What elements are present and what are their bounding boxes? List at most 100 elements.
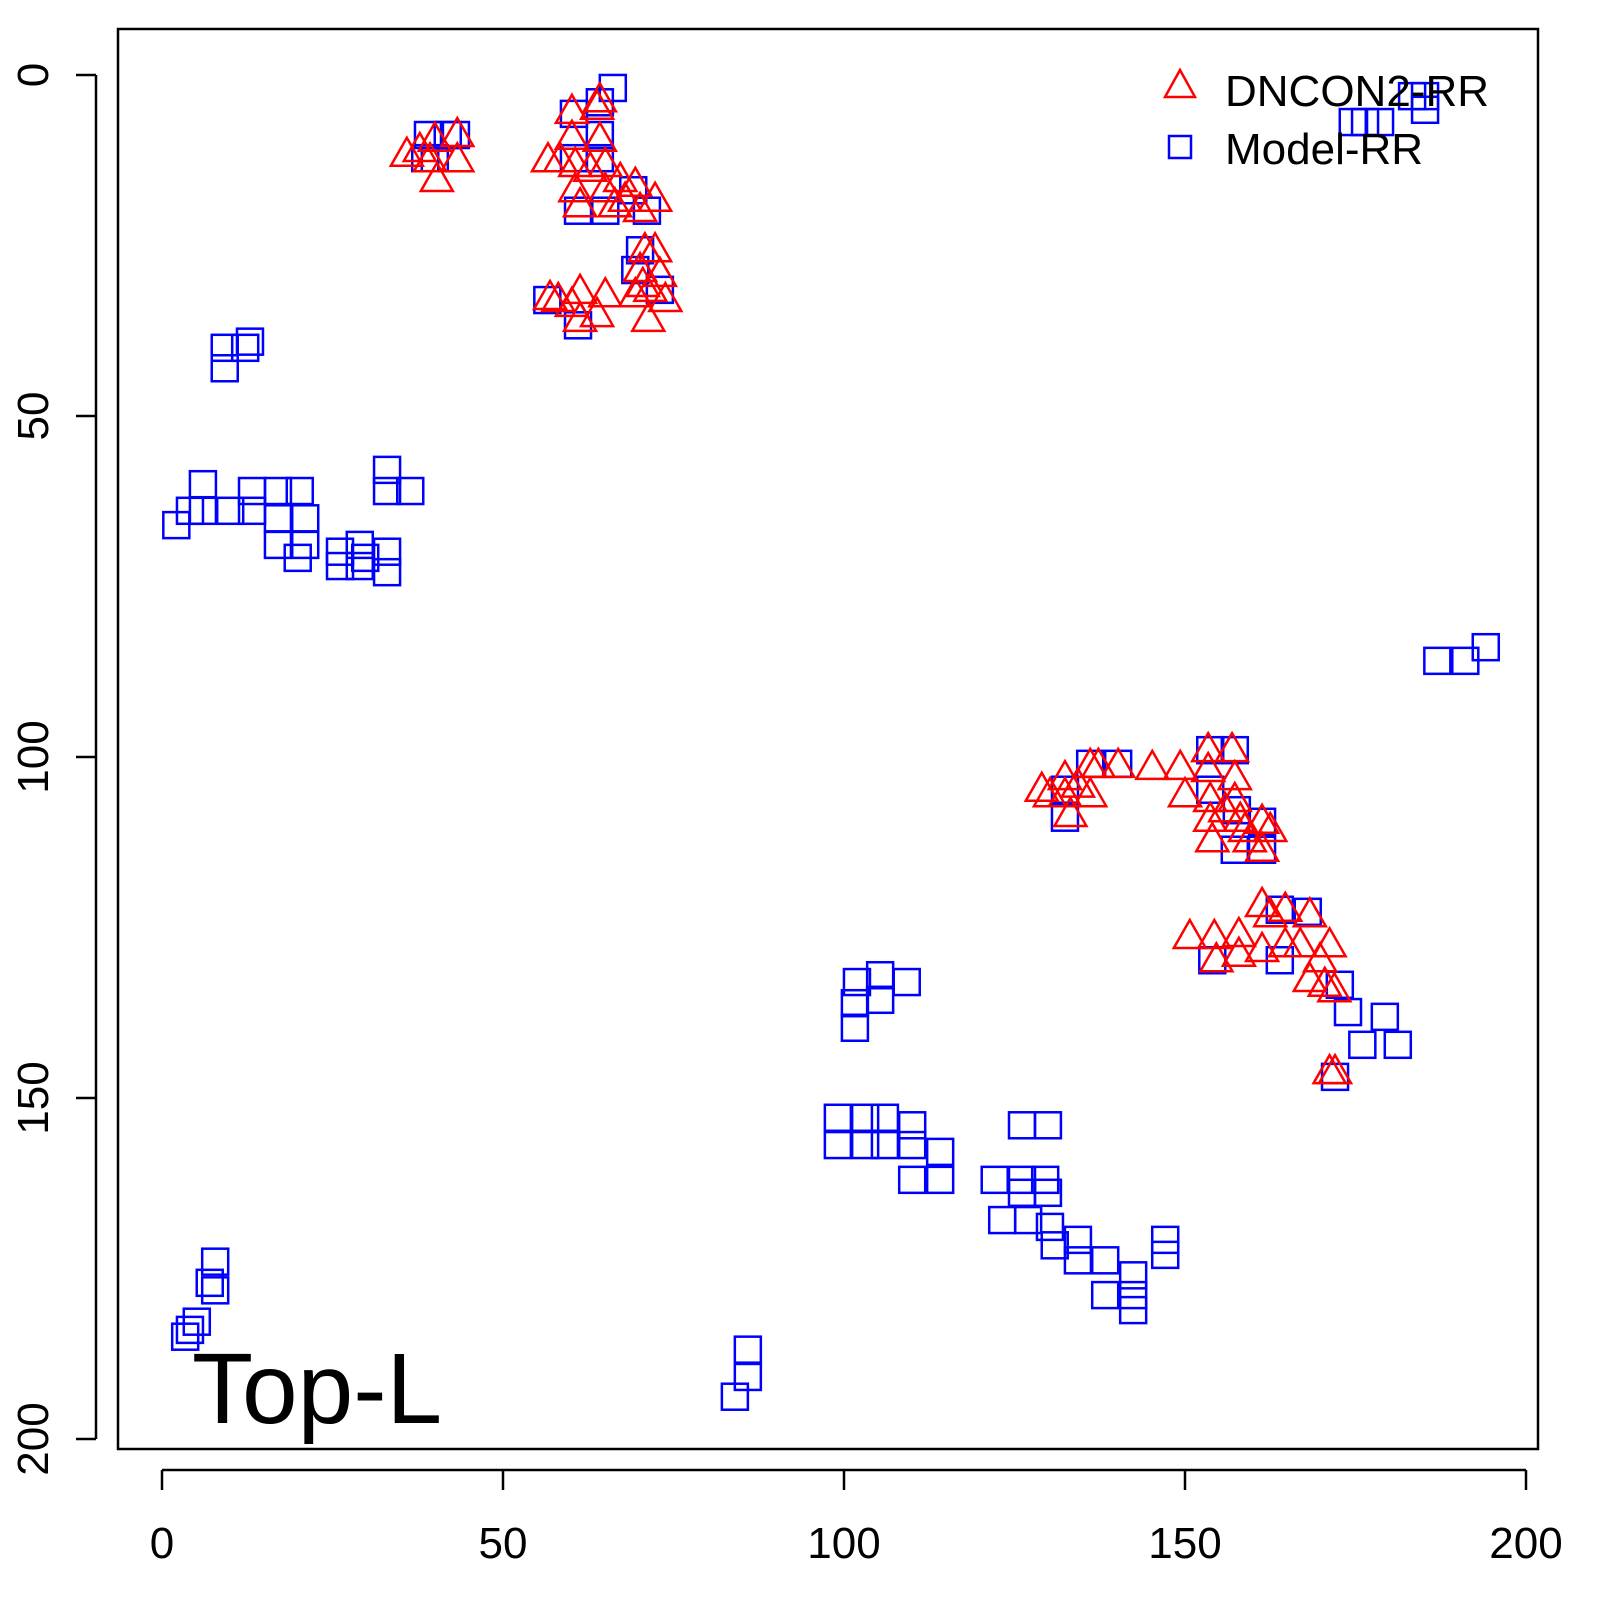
dncon2-rr-point: [1220, 935, 1258, 968]
dncon2-rr-point: [587, 170, 624, 203]
model-rr-point: [897, 1130, 927, 1160]
dncon2-rr-point: [587, 145, 624, 178]
model-rr-point: [842, 967, 872, 997]
dncon2-rr-point: [606, 180, 644, 213]
dncon2-rr-point: [1171, 917, 1208, 950]
model-rr-point: [1320, 1062, 1350, 1092]
model-rr-point: [865, 985, 895, 1015]
model-rr-point: [1063, 1246, 1093, 1275]
dncon2-rr-point: [624, 265, 661, 298]
model-rr-point: [840, 1013, 870, 1043]
dncon2-rr-point: [561, 272, 599, 305]
model-rr-point: [987, 1205, 1017, 1235]
model-rr-point: [200, 1276, 230, 1305]
model-rr-point: [1035, 1212, 1065, 1242]
dncon2-rr-point: [617, 165, 654, 198]
model-rr-point: [563, 196, 593, 225]
dncon2-rr-point: [1252, 810, 1289, 843]
dncon2-rr-point: [1311, 925, 1348, 958]
model-rr-point: [892, 967, 921, 997]
dncon2-rr-point: [1291, 960, 1328, 993]
dncon2-rr-point: [388, 135, 425, 168]
model-rr-point: [925, 1165, 955, 1195]
axes: 0 50 100 150 200 0 50 100 150 200: [9, 63, 1563, 1568]
model-rr-point: [897, 1165, 927, 1195]
model-rr-point: [215, 496, 245, 526]
legend: DNCON2-RR Model-RR: [1162, 67, 1489, 174]
dncon2-rr-point: [439, 115, 476, 148]
dncon2-rr-point: [411, 140, 449, 173]
model-rr-point: [350, 543, 380, 573]
dncon2-rr-point: [1252, 895, 1289, 928]
annotation-top-l: Top-L: [192, 1333, 442, 1445]
dncon2-rr-point: [1207, 790, 1244, 823]
model-rr-point: [1040, 1231, 1069, 1260]
plot-frame: [116, 27, 1540, 1451]
dncon2-rr-point: [636, 230, 674, 263]
model-rr-point: [1090, 1246, 1120, 1275]
model-rr-point: [235, 327, 265, 356]
dncon2-rr-point: [1194, 820, 1231, 853]
model-rr-point: [870, 1103, 900, 1133]
y-tick-label: 200: [9, 1402, 58, 1475]
model-rr-point: [290, 504, 320, 533]
dncon2-rr-point: [1220, 915, 1258, 948]
dncon2-rr-point: [1134, 748, 1171, 781]
x-tick-label: 200: [1489, 1519, 1562, 1568]
model-rr-point: [720, 1382, 750, 1411]
model-rr-point: [823, 1103, 853, 1133]
model-rr-point: [980, 1165, 1009, 1195]
x-tick-label: 150: [1148, 1519, 1221, 1568]
dncon2-rr-point: [1213, 730, 1251, 763]
dncon2-rr-point: [581, 80, 618, 113]
y-tick-label: 50: [9, 392, 58, 441]
legend-triangle-icon: [1162, 67, 1198, 99]
dncon2-rr-point: [1291, 895, 1328, 928]
dncon2-rr-point: [1162, 748, 1199, 781]
dncon2-rr-point: [630, 300, 667, 333]
dncon2-rr-point: [557, 170, 594, 203]
dncon2-rr-point: [621, 190, 659, 223]
model-rr-point: [195, 1268, 224, 1298]
model-rr-point: [263, 504, 293, 533]
model-rr-point: [285, 476, 315, 506]
model-rr-point: [188, 469, 218, 499]
model-rr-point: [1410, 95, 1440, 125]
dncon2-rr-point: [1243, 830, 1281, 863]
model-rr-point: [1220, 835, 1250, 865]
dncon2-rr-point: [1100, 746, 1137, 779]
x-tick-label: 50: [479, 1519, 528, 1568]
dncon2-rr-point: [1192, 780, 1229, 813]
y-tick-label: 150: [9, 1061, 58, 1134]
model-rr-point: [645, 275, 675, 305]
model-rr-point: [1333, 997, 1363, 1027]
model-rr-point: [1118, 1280, 1148, 1310]
dncon2-rr-point: [1243, 885, 1281, 918]
model-rr-point: [1118, 1295, 1148, 1325]
dncon2-rr-point: [578, 88, 616, 120]
model-rr-point: [1265, 895, 1295, 925]
data-marks: [162, 73, 1501, 1411]
model-rr-point: [182, 1307, 212, 1336]
dncon2-rr-point: [1190, 750, 1227, 783]
x-tick-label: 0: [150, 1519, 174, 1568]
dncon2-rr-point: [1306, 965, 1343, 998]
model-rr-point: [263, 476, 293, 506]
dncon2-rr-point: [1198, 940, 1235, 973]
dncon2-rr-point: [632, 270, 669, 303]
model-rr-point: [372, 476, 402, 506]
model-rr-point: [200, 1247, 230, 1276]
model-rr-point: [230, 333, 260, 363]
model-rr-point: [870, 1130, 900, 1160]
dncon2-rr-point: [418, 160, 455, 193]
dncon2-rr-point: [1052, 795, 1089, 828]
dncon2-rr-point: [1059, 766, 1097, 798]
dncon2-rr-point: [1072, 775, 1109, 808]
dncon2-rr-point: [636, 180, 674, 213]
model-rr-point: [1471, 632, 1501, 662]
model-rr-point: [1033, 1178, 1063, 1208]
model-rr-point: [372, 537, 402, 566]
model-rr-point: [372, 557, 402, 587]
dncon2-rr-point: [581, 120, 618, 153]
